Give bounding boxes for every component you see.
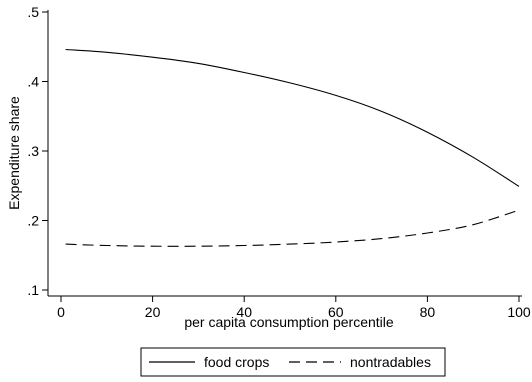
x-tick-label: 100: [507, 304, 531, 320]
y-tick-label: .3: [27, 143, 39, 159]
y-tick-label: .5: [27, 4, 39, 20]
x-tick-label: 60: [328, 304, 344, 320]
x-axis-ticks: 0 20 40 60 80 100: [57, 296, 531, 320]
series-line-nontradables: [65, 209, 520, 247]
y-axis-title: Expenditure share: [6, 96, 22, 210]
series-line-food-crops: [65, 48, 520, 187]
series-layer: [65, 48, 520, 247]
y-tick-label: .2: [27, 213, 39, 229]
legend: food crops nontradables: [140, 347, 446, 377]
y-axis-ticks: .1 .2 .3 .4 .5: [27, 4, 48, 298]
x-axis-title: per capita consumption percentile: [184, 314, 394, 330]
y-tick-label: .4: [27, 74, 39, 90]
legend-label-nontradables: nontradables: [350, 354, 431, 370]
x-tick-label: 80: [420, 304, 436, 320]
x-tick-label: 0: [57, 304, 65, 320]
x-tick-label: 40: [236, 304, 252, 320]
x-tick-label: 20: [145, 304, 161, 320]
legend-label-food-crops: food crops: [204, 354, 269, 370]
y-tick-label: .1: [27, 282, 39, 298]
